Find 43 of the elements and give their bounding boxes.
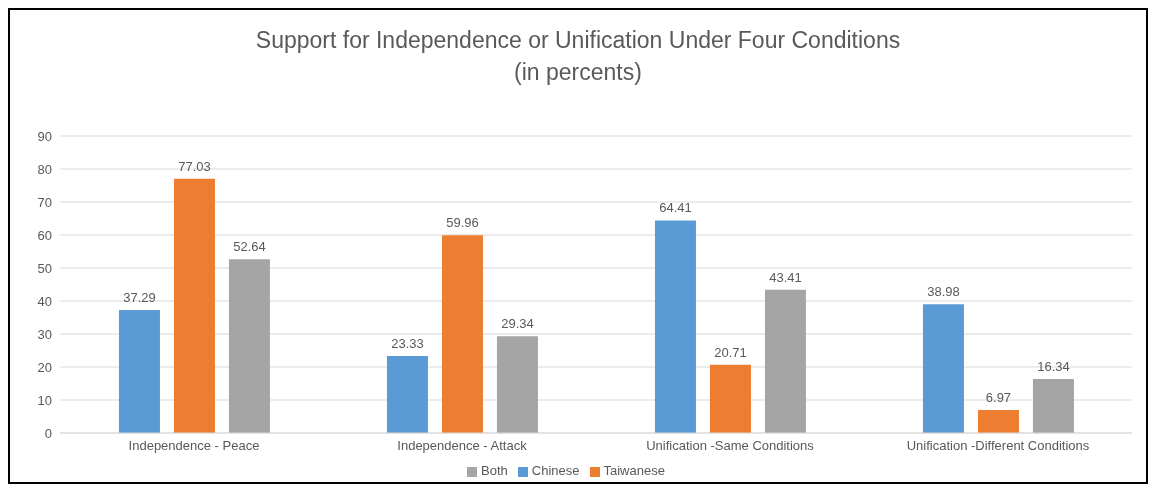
bar [922, 304, 964, 433]
data-label: 20.71 [714, 344, 747, 360]
bar [228, 259, 270, 433]
y-tick-label: 90 [37, 128, 52, 144]
chart-subtitle: (in percents) [513, 58, 643, 87]
data-label: 59.96 [446, 215, 479, 231]
x-tick-label: Unification -Different Conditions [906, 438, 1090, 454]
legend-label: Taiwanese [603, 463, 665, 478]
bar [1032, 379, 1074, 433]
data-label: 23.33 [391, 336, 424, 352]
y-tick-label: 60 [37, 227, 52, 243]
bar [386, 356, 428, 433]
bar [977, 410, 1019, 433]
data-label: 6.97 [985, 390, 1012, 405]
x-tick-label: Independence - Peace [128, 438, 260, 454]
bar [441, 235, 483, 433]
chart-title: Support for Independence or Unification Under Four Conditions [254, 26, 902, 55]
x-tick-label: Independence - Attack [397, 438, 528, 454]
data-label: 29.34 [501, 316, 534, 332]
y-tick-label: 70 [37, 194, 52, 210]
y-tick-label: 30 [37, 326, 52, 342]
bar [118, 309, 160, 433]
data-label: 77.03 [178, 158, 211, 174]
y-tick-label: 20 [37, 359, 52, 375]
y-tick-label: 40 [37, 293, 52, 309]
bar [709, 364, 751, 433]
data-label: 37.29 [123, 289, 156, 305]
bar [654, 220, 696, 433]
data-label: 52.64 [233, 239, 266, 255]
data-label: 43.41 [769, 269, 802, 285]
bar [764, 289, 806, 433]
bar [173, 178, 215, 433]
data-label: 16.34 [1037, 359, 1070, 375]
x-tick-label: Unification -Same Conditions [646, 438, 815, 454]
y-tick-label: 80 [37, 161, 52, 177]
y-tick-label: 50 [37, 260, 52, 276]
y-tick-label: 0 [44, 425, 52, 441]
legend-label: Chinese [531, 463, 580, 478]
data-label: 64.41 [659, 200, 692, 216]
legend-label: Both [481, 463, 508, 478]
data-label: 38.98 [927, 284, 960, 300]
bar [496, 336, 538, 433]
y-tick-label: 10 [37, 392, 52, 408]
